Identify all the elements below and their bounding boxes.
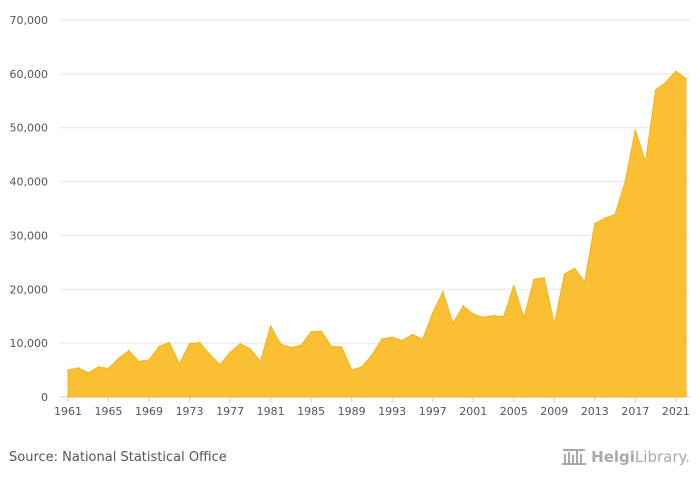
x-tick-label: 1997 — [419, 405, 447, 418]
data-point — [361, 366, 363, 368]
data-point — [279, 343, 282, 346]
data-point — [614, 213, 616, 216]
data-point — [138, 360, 140, 363]
data-point — [269, 325, 272, 327]
data-point — [675, 70, 677, 72]
logo-text-helgi: Helgi — [591, 448, 635, 466]
data-point — [77, 367, 79, 369]
data-point — [492, 314, 495, 317]
data-point — [431, 312, 434, 314]
data-point — [219, 363, 221, 366]
x-tick-label: 2005 — [500, 405, 528, 418]
data-point — [259, 360, 262, 363]
y-tick-label: 60,000 — [10, 68, 49, 81]
x-tick-label: 1965 — [95, 405, 123, 418]
x-tick-label: 1981 — [257, 405, 285, 418]
y-tick-label: 0 — [41, 391, 48, 404]
x-tick-label: 1977 — [216, 405, 244, 418]
data-point — [290, 346, 292, 349]
data-point — [685, 77, 687, 80]
data-point — [654, 89, 657, 91]
x-tick-label: 1989 — [338, 405, 366, 418]
x-tick-label: 1969 — [135, 405, 163, 418]
data-point — [523, 317, 525, 319]
y-tick-label: 50,000 — [10, 122, 49, 135]
y-tick-label: 10,000 — [10, 337, 49, 350]
data-point — [209, 353, 211, 356]
data-point — [97, 366, 100, 368]
data-point — [249, 348, 252, 350]
data-point — [67, 369, 69, 371]
data-point — [644, 161, 647, 163]
data-point — [391, 336, 393, 339]
data-point — [533, 278, 535, 280]
data-point — [553, 323, 556, 326]
data-point — [401, 339, 404, 342]
data-point — [512, 284, 515, 287]
x-tick-label: 1961 — [54, 405, 82, 418]
data-point — [462, 305, 464, 307]
x-tick-label: 2017 — [621, 405, 649, 418]
data-point — [634, 129, 637, 131]
data-point — [188, 342, 191, 345]
data-point — [381, 338, 383, 340]
data-point — [563, 273, 566, 276]
data-point — [452, 322, 454, 325]
x-tick-label: 2001 — [459, 405, 487, 418]
data-point — [330, 345, 333, 348]
grid-lines — [60, 19, 690, 398]
y-axis-ticks: 0 10,000 20,000 30,000 40,000 50,000 60,000 70,… — [10, 14, 49, 404]
data-point — [320, 330, 323, 333]
data-point — [624, 180, 627, 183]
data-point — [583, 280, 586, 283]
y-tick-label: 30,000 — [10, 229, 49, 242]
data-point — [229, 351, 231, 354]
helgi-library-logo: Helgi Library. — [561, 448, 690, 466]
data-point — [239, 342, 242, 345]
x-tick-label: 2021 — [662, 405, 690, 418]
data-point — [502, 315, 505, 318]
data-point — [148, 359, 150, 361]
area-series — [67, 70, 687, 398]
x-tick-label: 2009 — [540, 405, 568, 418]
data-point — [158, 345, 160, 348]
data-point — [664, 81, 667, 84]
data-point — [442, 291, 444, 293]
area-fill — [67, 70, 687, 398]
data-point — [178, 363, 181, 365]
y-tick-label: 40,000 — [10, 176, 49, 189]
data-point — [168, 341, 171, 344]
data-point — [107, 367, 110, 370]
data-point — [350, 369, 353, 371]
data-point — [198, 341, 201, 344]
data-point — [472, 313, 475, 315]
data-point — [421, 338, 424, 341]
logo-text-library: Library. — [634, 448, 690, 466]
data-point — [594, 222, 596, 225]
x-tick-label: 1993 — [378, 405, 406, 418]
x-axis-ticks: 1961 1965 1969 1973 1977 1981 1985 1989 1993 1997… — [54, 397, 690, 418]
data-point — [300, 344, 302, 347]
data-point — [127, 349, 130, 352]
data-point — [411, 333, 414, 336]
data-point — [604, 217, 606, 219]
data-point — [573, 267, 576, 270]
data-point — [310, 331, 312, 333]
data-point — [87, 371, 90, 374]
source-note: Source: National Statistical Office — [9, 450, 227, 465]
data-point — [482, 316, 485, 319]
data-point — [543, 277, 545, 279]
library-icon — [562, 449, 587, 465]
x-tick-label: 1973 — [176, 405, 204, 418]
x-tick-label: 2013 — [581, 405, 609, 418]
data-point — [340, 346, 343, 348]
y-tick-label: 70,000 — [10, 14, 49, 27]
x-tick-label: 1985 — [297, 405, 325, 418]
data-point — [371, 354, 373, 356]
area-chart: 0 10,000 20,000 30,000 40,000 50,000 60,000 70,… — [10, 14, 690, 418]
data-point — [117, 357, 120, 360]
y-tick-label: 20,000 — [10, 283, 49, 296]
